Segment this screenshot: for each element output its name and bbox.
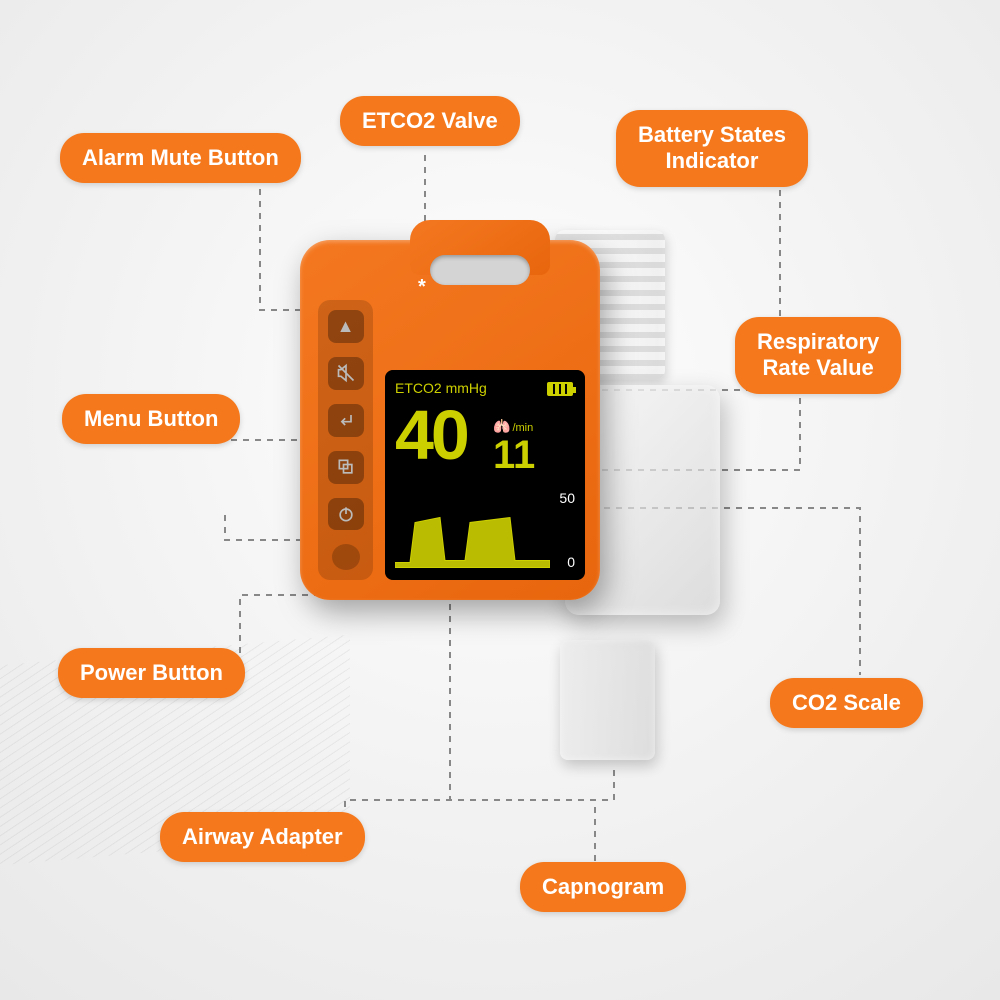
label-battery-indicator: Battery States Indicator bbox=[616, 110, 808, 187]
airway-adapter-bottom bbox=[560, 640, 655, 760]
respiratory-rate-block: 🫁/min 11 bbox=[493, 418, 535, 475]
respiratory-rate-value: 11 bbox=[493, 435, 535, 475]
capnogram-waveform bbox=[395, 505, 550, 570]
capnograph-device: ▲ ETCO2 mmHg 40 🫁/min 11 50 0 bbox=[300, 240, 600, 600]
label-etco2-valve: ETCO2 Valve bbox=[340, 96, 520, 146]
etco2-valve-marker: * bbox=[418, 276, 426, 299]
etco2-value: 40 bbox=[395, 404, 575, 467]
label-co2-scale: CO2 Scale bbox=[770, 678, 923, 728]
indicator-led bbox=[332, 544, 360, 570]
co2-scale-bottom: 0 bbox=[567, 554, 575, 570]
power-button[interactable] bbox=[328, 498, 364, 531]
label-airway-adapter: Airway Adapter bbox=[160, 812, 365, 862]
lungs-icon: 🫁 bbox=[493, 418, 510, 434]
device-button-strip: ▲ bbox=[318, 300, 373, 580]
alarm-mute-button[interactable] bbox=[328, 357, 364, 390]
co2-scale-top: 50 bbox=[559, 490, 575, 506]
enter-button[interactable] bbox=[328, 404, 364, 437]
up-button[interactable]: ▲ bbox=[328, 310, 364, 343]
label-menu-button: Menu Button bbox=[62, 394, 240, 444]
menu-button[interactable] bbox=[328, 451, 364, 484]
battery-icon bbox=[547, 382, 573, 396]
device-screen: ETCO2 mmHg 40 🫁/min 11 50 0 bbox=[385, 370, 585, 580]
label-alarm-mute: Alarm Mute Button bbox=[60, 133, 301, 183]
label-capnogram: Capnogram bbox=[520, 862, 686, 912]
label-power-button: Power Button bbox=[58, 648, 245, 698]
device-handle-hole bbox=[430, 255, 530, 285]
label-respiratory-rate: Respiratory Rate Value bbox=[735, 317, 901, 394]
